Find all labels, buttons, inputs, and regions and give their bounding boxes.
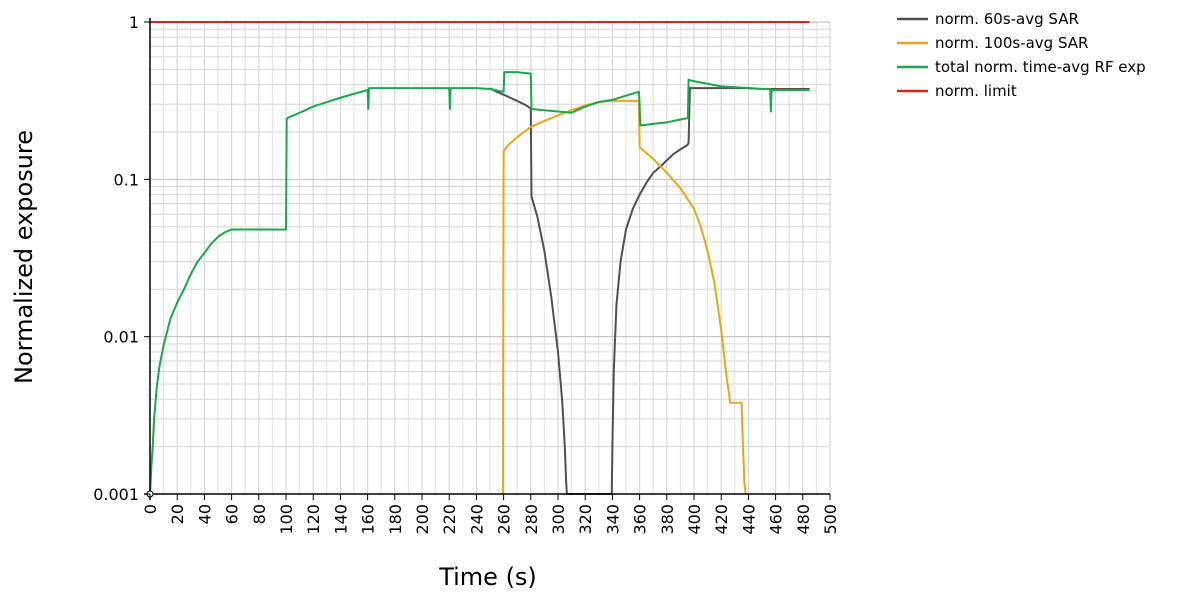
series-line-2 (149, 71, 810, 495)
x-tick-label: 200 (413, 504, 432, 535)
x-tick-label: 360 (631, 504, 650, 535)
x-tick-label: 280 (522, 504, 541, 535)
series-line-1 (501, 99, 747, 495)
y-tick-label: 0.001 (93, 485, 139, 504)
x-tick-label: 180 (386, 504, 405, 535)
legend-label: norm. limit (935, 82, 1017, 100)
x-tick-label: 340 (603, 504, 622, 535)
legend-label: norm. 60s-avg SAR (935, 10, 1079, 28)
legend: norm. 60s-avg SAR norm. 100s-avg SAR total… (897, 10, 1146, 100)
legend-label: total norm. time-avg RF exp (935, 58, 1146, 76)
x-tick-label: 260 (495, 504, 514, 535)
y-tick-label: 0.01 (103, 328, 139, 347)
x-tick-label: 400 (685, 504, 704, 535)
x-tick-label: 20 (168, 504, 187, 524)
legend-label: norm. 100s-avg SAR (935, 34, 1088, 52)
x-tick-label: 480 (794, 504, 813, 535)
grid (149, 21, 831, 495)
x-tick-label: 160 (359, 504, 378, 535)
x-tick-label: 380 (658, 504, 677, 535)
x-tick-label: 500 (821, 504, 840, 535)
tick-labels: 0 20 40 60 80 100 120 140 160 180 200 220 240 260 280 3… (93, 13, 840, 535)
axes (144, 18, 831, 500)
x-axis-title: Time (s) (438, 563, 537, 591)
y-tick-label: 1 (129, 13, 139, 32)
x-tick-label: 100 (277, 504, 296, 535)
series-layer (149, 21, 810, 495)
x-tick-label: 140 (331, 504, 350, 535)
x-tick-label: 440 (739, 504, 758, 535)
x-tick-label: 0 (141, 504, 160, 514)
x-tick-label: 120 (304, 504, 323, 535)
x-tick-label: 40 (195, 504, 214, 524)
x-tick-label: 80 (250, 504, 269, 524)
x-tick-label: 240 (467, 504, 486, 535)
x-tick-label: 420 (712, 504, 731, 535)
y-axis-title: Normalized exposure (10, 130, 38, 384)
x-tick-label: 60 (223, 504, 242, 524)
x-tick-label: 320 (576, 504, 595, 535)
y-tick-label: 0.1 (114, 170, 139, 189)
x-tick-label: 220 (440, 504, 459, 535)
x-tick-label: 300 (549, 504, 568, 535)
x-tick-label: 460 (767, 504, 786, 535)
